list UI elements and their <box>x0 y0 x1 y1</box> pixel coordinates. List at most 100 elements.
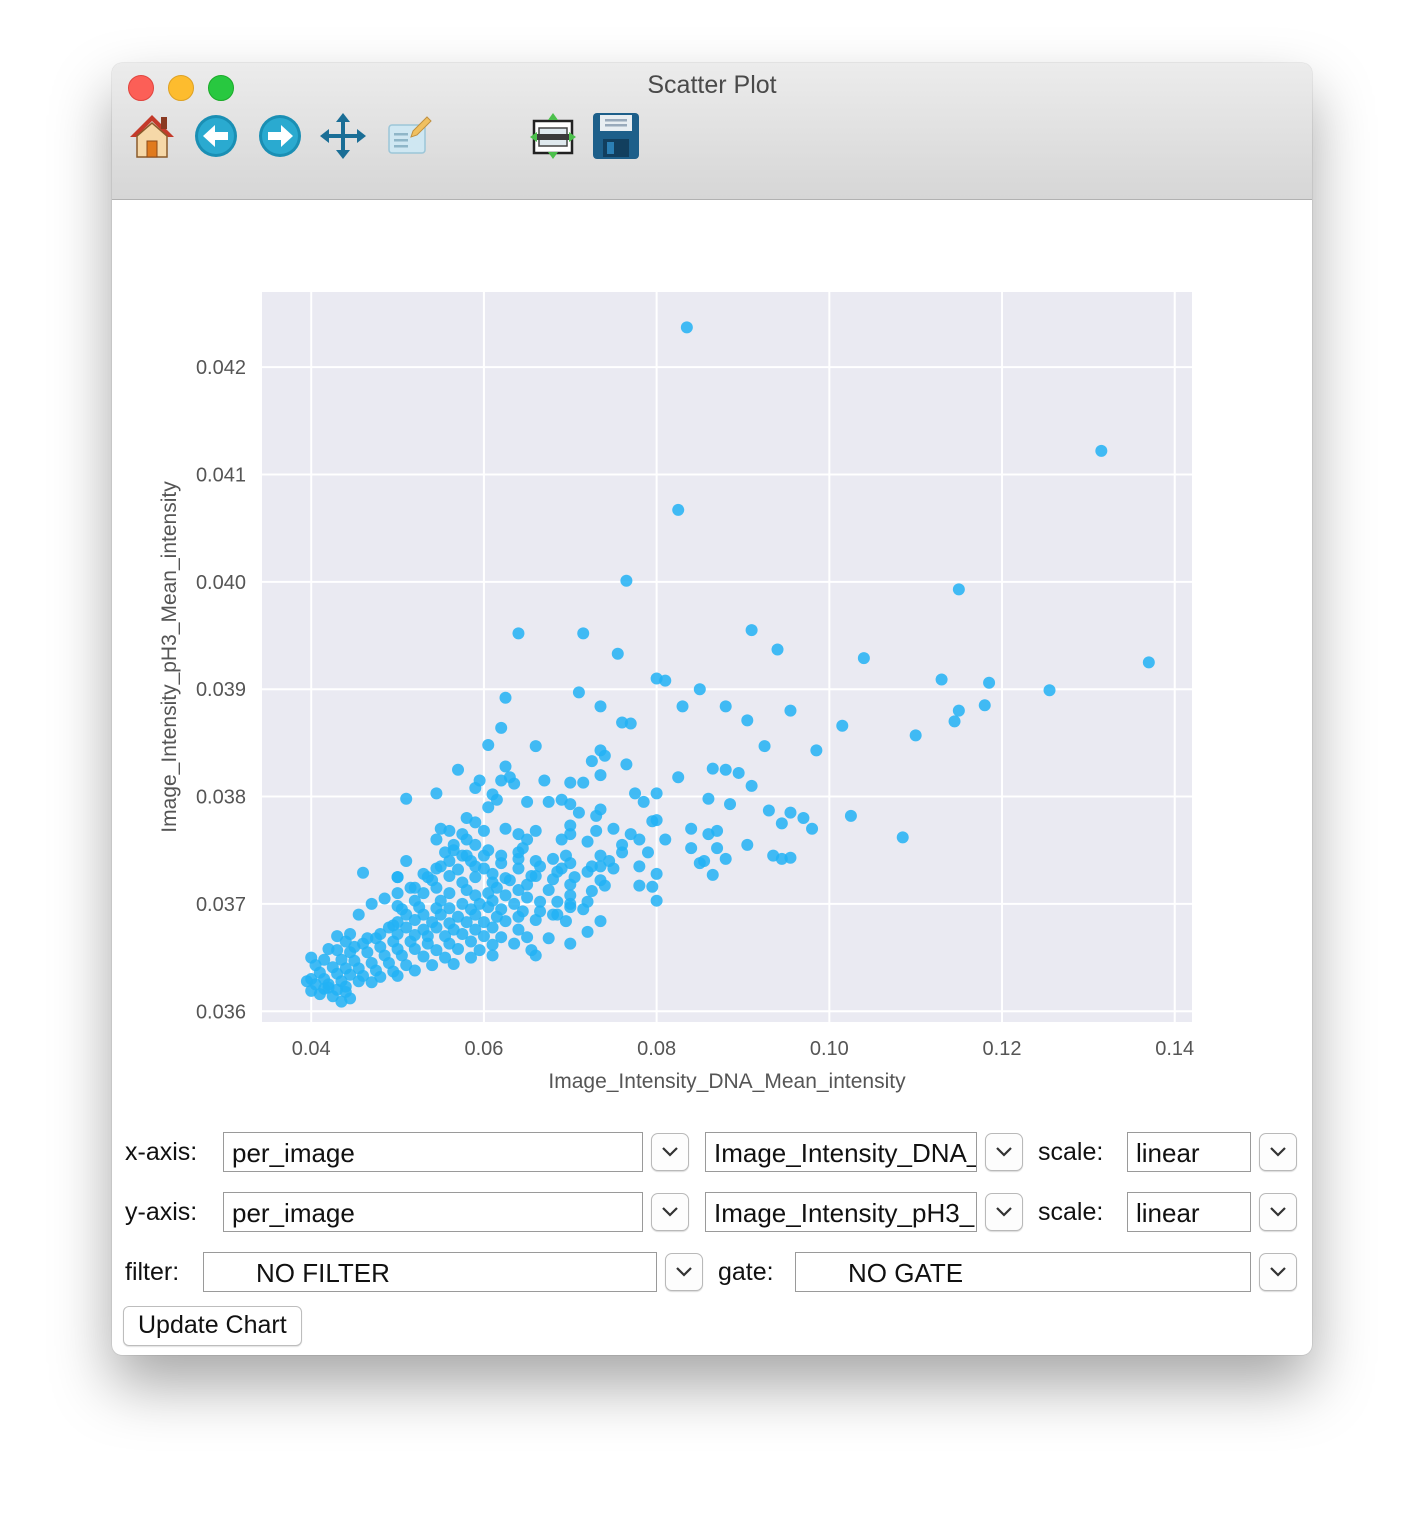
x-scale-select[interactable]: linear <box>1127 1132 1251 1172</box>
data-point <box>469 860 482 873</box>
data-point <box>430 833 443 846</box>
data-point <box>469 871 482 884</box>
data-point <box>512 862 525 875</box>
data-point <box>469 908 482 921</box>
x-table-select[interactable]: per_image <box>223 1132 643 1172</box>
plot-area[interactable]: 0.04 0.06 0.08 0.10 0.12 0.14 0.036 0.037 0.038… <box>112 200 1312 1120</box>
data-point <box>1095 444 1108 457</box>
data-point <box>495 721 508 734</box>
pan-button[interactable] <box>318 111 368 161</box>
data-point <box>797 812 810 825</box>
update-chart-button[interactable]: Update Chart <box>123 1306 302 1346</box>
save-button[interactable] <box>591 111 641 161</box>
y-scale-select[interactable]: linear <box>1127 1192 1251 1232</box>
data-point <box>719 852 732 865</box>
forward-arrow-icon <box>259 115 301 157</box>
data-point <box>400 921 413 934</box>
data-point <box>741 714 754 727</box>
data-point <box>650 867 663 880</box>
home-button[interactable] <box>127 111 177 161</box>
data-point <box>469 923 482 936</box>
data-point <box>417 950 430 963</box>
data-point <box>529 949 542 962</box>
data-point <box>534 895 547 908</box>
data-point <box>378 892 391 905</box>
scatter-chart[interactable]: 0.04 0.06 0.08 0.10 0.12 0.14 0.036 0.037 0.038… <box>112 200 1312 1120</box>
data-point <box>460 883 473 896</box>
gate-select[interactable]: NO GATE <box>795 1252 1251 1292</box>
data-point <box>452 943 465 955</box>
data-point <box>469 781 482 794</box>
back-button[interactable] <box>191 111 241 161</box>
y-table-select[interactable]: per_image <box>223 1192 643 1232</box>
data-point <box>495 849 508 862</box>
data-point <box>983 676 996 689</box>
minimize-window-button[interactable] <box>168 75 194 101</box>
zoom-window-button[interactable] <box>208 75 234 101</box>
data-point <box>460 833 473 846</box>
data-point <box>702 792 715 805</box>
data-point <box>685 822 698 835</box>
y-tick-label: 0.042 <box>196 357 246 379</box>
data-point <box>784 851 797 864</box>
data-point <box>318 953 331 966</box>
data-point <box>352 975 365 988</box>
subplots-config-button[interactable] <box>528 111 578 161</box>
data-point <box>331 944 344 957</box>
y-table-dropdown[interactable] <box>651 1193 689 1231</box>
filter-select[interactable]: NO FILTER <box>203 1252 657 1292</box>
data-point <box>745 779 758 792</box>
data-point <box>547 908 560 921</box>
forward-button[interactable] <box>255 111 305 161</box>
data-point <box>564 897 577 910</box>
x-table-dropdown[interactable] <box>651 1133 689 1171</box>
data-point <box>585 885 598 898</box>
home-icon <box>130 115 174 158</box>
data-point <box>400 854 413 867</box>
data-point <box>836 719 849 732</box>
data-point <box>603 854 616 867</box>
data-point <box>585 755 598 768</box>
data-point <box>948 715 961 728</box>
data-point <box>430 944 443 957</box>
data-point <box>762 804 775 817</box>
close-window-button[interactable] <box>128 75 154 101</box>
data-point <box>357 866 370 879</box>
x-column-select[interactable]: Image_Intensity_DNA_Mean_intensity <box>705 1132 977 1172</box>
data-point <box>365 976 378 989</box>
data-point <box>590 809 603 822</box>
filter-dropdown[interactable] <box>665 1253 703 1291</box>
x-tick-label: 0.12 <box>983 1038 1022 1060</box>
data-point <box>486 921 499 934</box>
y-scale-dropdown[interactable] <box>1259 1193 1297 1231</box>
data-point <box>624 717 637 730</box>
gate-dropdown[interactable] <box>1259 1253 1297 1291</box>
data-point <box>633 879 646 892</box>
data-point <box>646 880 659 893</box>
data-point <box>529 870 542 882</box>
data-point <box>486 938 499 951</box>
y-column-dropdown[interactable] <box>985 1193 1023 1231</box>
data-point <box>460 849 473 862</box>
data-point <box>482 739 495 752</box>
data-point <box>775 817 788 830</box>
data-point <box>771 643 784 656</box>
save-floppy-icon <box>593 113 639 159</box>
data-point <box>551 895 564 908</box>
data-point <box>745 624 758 637</box>
data-point <box>391 969 404 982</box>
zoom-rect-button[interactable] <box>383 111 433 161</box>
x-column-dropdown[interactable] <box>985 1133 1023 1171</box>
y-tick-label: 0.036 <box>196 1001 246 1023</box>
data-point <box>857 652 870 665</box>
data-point <box>452 910 465 923</box>
y-column-select[interactable]: Image_Intensity_pH3_Mean_intensity <box>705 1192 977 1232</box>
data-point <box>391 871 404 884</box>
data-point <box>693 683 706 696</box>
chevron-down-icon <box>1270 1207 1286 1217</box>
data-point <box>395 903 408 916</box>
data-point <box>300 975 313 988</box>
data-point <box>672 771 685 784</box>
data-point <box>512 627 525 640</box>
x-scale-dropdown[interactable] <box>1259 1133 1297 1171</box>
